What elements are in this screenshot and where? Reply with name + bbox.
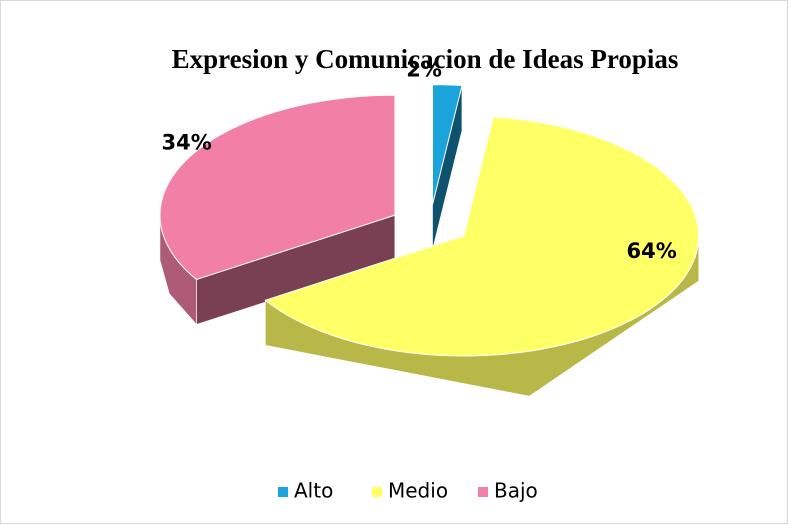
slice [264, 116, 700, 357]
legend-label: Alto [294, 479, 333, 503]
chart-title: Expresion y Comunicacion de Ideas Propia… [172, 44, 679, 74]
legend-swatch [278, 487, 288, 497]
legend-swatch [372, 487, 382, 497]
legend-label: Bajo [494, 479, 538, 503]
slice [159, 94, 396, 281]
data-label: 64% [627, 239, 677, 263]
legend-swatch [478, 487, 488, 497]
data-label: 2% [406, 57, 442, 81]
slice [432, 84, 463, 205]
slice-tops [159, 84, 700, 357]
legend-label: Medio [388, 479, 448, 503]
data-label: 34% [162, 131, 212, 155]
